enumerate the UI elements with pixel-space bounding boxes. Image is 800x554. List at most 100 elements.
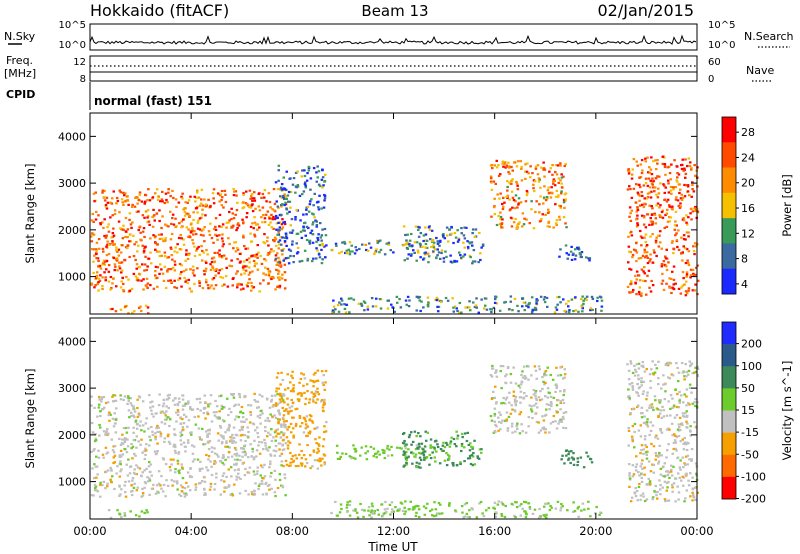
velocity-cell (519, 383, 523, 386)
power-cell (308, 239, 312, 242)
power-cell (668, 216, 671, 219)
velocity-echo-region (107, 509, 149, 519)
power-cell (106, 226, 109, 229)
velocity-cell (460, 442, 464, 446)
velocity-cell (391, 508, 394, 511)
velocity-cell (524, 501, 528, 504)
power-cell (205, 278, 208, 281)
velocity-cell (627, 369, 631, 372)
power-cell (267, 270, 271, 273)
velocity-cell (637, 485, 641, 489)
power-cell (519, 160, 522, 163)
power-cell (407, 253, 410, 256)
power-cell (684, 238, 687, 241)
power-cell (303, 229, 306, 232)
velocity-cell (127, 458, 130, 461)
velocity-cell (92, 494, 95, 497)
velocity-cell (255, 455, 258, 458)
velocity-cell (218, 395, 221, 398)
velocity-cell (448, 502, 451, 505)
power-cell (650, 190, 653, 193)
power-cell (689, 212, 692, 215)
velocity-cell (541, 387, 544, 390)
power-cell (682, 245, 685, 248)
power-cell (188, 234, 191, 238)
power-cell (641, 194, 644, 197)
power-cell (572, 252, 575, 255)
power-colorbar-tick-label: 20 (741, 177, 755, 190)
power-cell (656, 162, 659, 165)
power-cell (421, 245, 424, 248)
power-cell (670, 241, 674, 244)
velocity-cell (312, 395, 315, 398)
power-cell (677, 183, 681, 186)
power-cell (471, 244, 474, 247)
power-cell (115, 202, 118, 205)
velocity-cell (282, 434, 285, 437)
power-cell (410, 232, 413, 236)
power-cell (692, 272, 695, 275)
velocity-cell (549, 395, 553, 398)
power-cell (589, 307, 593, 310)
power-cell (277, 164, 281, 167)
power-cell (630, 234, 634, 237)
power-cell (106, 240, 109, 243)
velocity-cell (531, 512, 535, 515)
velocity-colorbar-segment (722, 410, 736, 433)
velocity-cell (696, 491, 699, 494)
power-cell (189, 223, 193, 226)
power-cell (211, 265, 214, 268)
velocity-cell (656, 490, 659, 494)
velocity-cell (639, 465, 642, 468)
velocity-cell (629, 360, 632, 363)
velocity-cell (678, 476, 681, 479)
power-cell (294, 171, 298, 174)
velocity-cell (645, 398, 648, 401)
power-cell (264, 213, 268, 216)
power-cell (687, 157, 690, 160)
velocity-cell (182, 413, 186, 416)
power-cell (557, 177, 560, 180)
power-cell (114, 265, 117, 268)
velocity-cell (143, 430, 146, 433)
power-cell (685, 273, 689, 276)
power-cell (479, 252, 482, 255)
power-cell (505, 195, 508, 198)
velocity-cell (98, 434, 101, 437)
velocity-cell (112, 461, 115, 465)
power-cell (183, 210, 187, 213)
velocity-cell (286, 373, 289, 376)
power-cell (497, 164, 500, 167)
nsky-frame (89, 23, 698, 51)
power-cell (674, 220, 677, 223)
power-cell (460, 256, 463, 259)
velocity-cell (652, 445, 656, 448)
velocity-cell (124, 437, 127, 440)
power-cell (579, 253, 582, 256)
power-cell (693, 253, 696, 256)
power-cell (120, 198, 124, 201)
power-cell (230, 207, 233, 210)
power-cell (138, 191, 142, 194)
power-cell (424, 242, 428, 246)
power-cell (176, 243, 179, 246)
velocity-cell (173, 480, 176, 483)
power-cell (653, 251, 656, 254)
velocity-cell (96, 490, 100, 493)
velocity-cell (572, 501, 575, 504)
velocity-cell (207, 455, 211, 458)
velocity-cell (515, 400, 518, 403)
velocity-cell (348, 514, 352, 517)
velocity-cell (672, 447, 675, 451)
velocity-cell (395, 446, 399, 449)
velocity-cell (467, 443, 471, 447)
power-cell (526, 162, 529, 165)
power-cell (236, 226, 239, 230)
velocity-cell (650, 368, 653, 371)
power-cell (471, 228, 475, 231)
power-cell (669, 277, 673, 280)
power-cell (560, 190, 563, 193)
velocity-cell (559, 509, 562, 512)
velocity-cell (630, 382, 634, 385)
velocity-cell (685, 415, 689, 418)
